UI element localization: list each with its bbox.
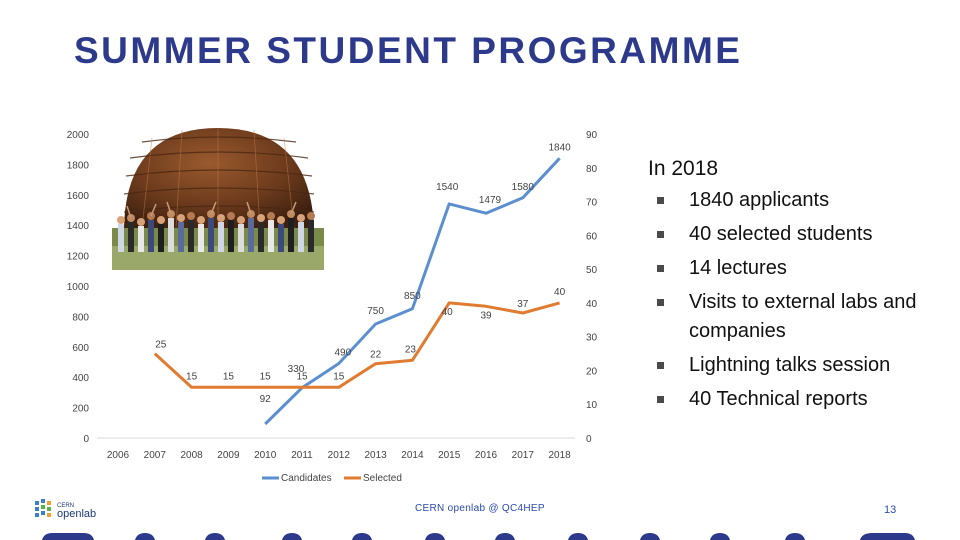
x-tick-label: 2013 [364,450,387,461]
candidates-data-label: 330 [288,364,305,375]
y-left-tick-label: 600 [72,343,89,354]
logo-text-top: CERN [57,503,74,509]
y-right-tick-label: 30 [586,333,598,344]
candidates-data-label: 490 [334,348,351,359]
bullet-square-icon [657,299,664,306]
highlights-panel: In 2018 1840 applicants 40 selected stud… [648,154,948,419]
y-left-tick-label: 1000 [67,282,90,293]
bullet-square-icon [657,197,664,204]
bullet-square-icon [657,396,664,403]
x-tick-label: 2011 [291,450,313,461]
selected-data-label: 22 [370,350,382,361]
selected-data-label: 15 [296,371,308,382]
list-item: 40 Technical reports [648,385,948,414]
x-tick-label: 2014 [401,450,424,461]
y-left-tick-label: 1600 [67,191,90,202]
bullet-square-icon [657,265,664,272]
list-item: 14 lectures [648,254,948,283]
selected-data-label: 23 [405,344,417,355]
decorative-bottom-bar [42,533,915,540]
x-tick-label: 2007 [144,450,167,461]
candidates-data-label: 850 [404,291,421,302]
list-item: 1840 applicants [648,186,948,215]
y-left-tick-label: 1400 [67,221,90,232]
selected-data-label: 39 [480,310,492,321]
selected-data-label: 15 [223,371,235,382]
x-tick-label: 2006 [107,450,130,461]
selected-data-label: 15 [333,371,345,382]
bullet-square-icon [657,231,664,238]
list-item: Lightning talks session [648,351,948,380]
x-tick-label: 2016 [475,450,498,461]
y-left-tick-label: 2000 [67,130,90,141]
bullet-square-icon [657,362,664,369]
x-tick-label: 2010 [254,450,277,461]
y-left-tick-label: 200 [72,404,89,415]
candidates-data-label: 92 [260,394,272,405]
series-line-selected [153,301,560,389]
x-tick-label: 2012 [328,450,351,461]
y-left-tick-label: 400 [72,373,89,384]
y-right-tick-label: 20 [586,366,598,377]
highlights-heading: In 2018 [648,157,719,180]
y-right-tick-label: 10 [586,400,598,411]
list-item: 40 selected students [648,220,948,249]
legend-label: Candidates [281,473,332,484]
y-left-tick-label: 0 [83,434,89,445]
y-right-tick-label: 0 [586,434,592,445]
footer-text: CERN openlab @ QC4HEP [415,503,545,514]
selected-data-label: 15 [260,371,272,382]
slide-title: SUMMER STUDENT PROGRAMME [74,30,743,71]
y-left-tick-label: 800 [72,312,89,323]
x-tick-label: 2017 [512,450,535,461]
y-right-tick-label: 40 [586,299,598,310]
candidates-data-label: 1840 [548,142,571,153]
y-right-tick-label: 60 [586,231,598,242]
selected-data-label: 37 [517,299,529,310]
series-line-candidates [264,157,561,426]
list-item: Visits to external labs and companies [648,288,948,346]
selected-data-label: 25 [155,340,167,351]
selected-data-label: 40 [554,287,566,298]
group-photo [112,128,324,270]
x-tick-label: 2018 [548,450,571,461]
candidates-data-label: 1580 [512,182,535,193]
x-tick-label: 2009 [217,450,240,461]
y-left-tick-label: 1200 [67,252,90,263]
selected-data-label: 40 [442,307,454,318]
cern-openlab-logo: CERN openlab [33,497,103,521]
y-right-tick-label: 80 [586,164,598,175]
y-right-tick-label: 50 [586,265,598,276]
y-left-tick-label: 1800 [67,160,90,171]
logo-text-bottom: openlab [57,508,96,520]
candidates-data-label: 1479 [479,195,502,206]
y-right-tick-label: 90 [586,130,598,141]
selected-data-label: 15 [186,371,198,382]
candidates-data-label: 750 [367,306,384,317]
page-number: 13 [884,504,897,516]
candidates-data-label: 1540 [436,182,459,193]
y-right-tick-label: 70 [586,198,598,209]
highlights-list: 1840 applicants 40 selected students 14 … [648,186,948,414]
x-tick-label: 2015 [438,450,461,461]
x-tick-label: 2008 [180,450,203,461]
legend-label: Selected [363,473,402,484]
